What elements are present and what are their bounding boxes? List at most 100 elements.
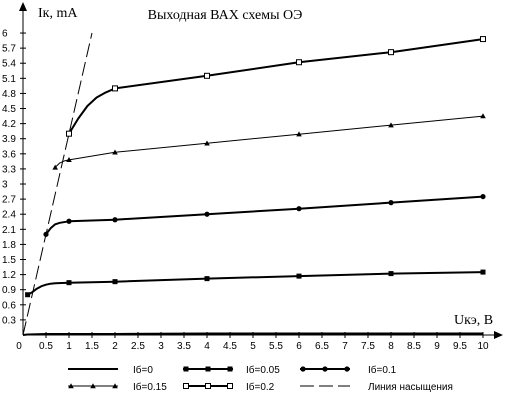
y-tick-label: 3.3 xyxy=(2,164,16,175)
data-point xyxy=(66,157,72,163)
legend-entry-5: Линия насыщения xyxy=(300,382,453,393)
legend-label: Iб=0 xyxy=(133,364,153,376)
data-point xyxy=(183,366,189,372)
y-tick-label: 0.9 xyxy=(2,285,16,296)
series-line xyxy=(22,332,483,336)
y-tick-label: 1.2 xyxy=(2,270,16,281)
legend-entry-2: Iб=0.1 xyxy=(300,364,397,376)
data-point xyxy=(300,366,306,372)
data-point xyxy=(296,206,302,212)
x-tick-label: 3 xyxy=(158,341,164,352)
y-tick-label: 2.4 xyxy=(2,210,16,221)
x-tick-label: 6 xyxy=(296,341,302,352)
x-tick-label: 5 xyxy=(250,341,256,352)
y-tick-label: 4.8 xyxy=(2,89,16,100)
data-point xyxy=(52,164,58,170)
x-tick-label: 0.5 xyxy=(39,341,53,352)
legend-label: Линия насыщения xyxy=(368,382,453,393)
x-tick-label: 5.5 xyxy=(269,341,283,352)
data-point xyxy=(183,383,189,389)
x-tick-label: 0 xyxy=(16,341,22,352)
series-5 xyxy=(22,32,93,336)
series-0 xyxy=(22,332,483,336)
y-tick-label: 6 xyxy=(2,29,8,40)
x-tick-label: 8.5 xyxy=(407,341,421,352)
legend-entry-1: Iб=0.05 xyxy=(183,364,280,376)
data-point xyxy=(112,383,118,389)
x-tick-label: 10 xyxy=(477,341,489,352)
chart-title: Выходная ВАХ схемы ОЭ xyxy=(148,8,303,23)
data-point xyxy=(205,366,211,372)
series-line xyxy=(22,32,93,336)
x-tick-label: 2 xyxy=(112,341,118,352)
y-tick-label: 5.7 xyxy=(2,44,16,55)
data-point xyxy=(480,36,486,43)
data-point xyxy=(112,217,118,223)
data-point xyxy=(227,383,233,389)
legend-entry-3: Iб=0.15 xyxy=(68,381,167,393)
y-ticks: 0.3 0.6 0.9 1.2 1.5 1.8 2.1 2.4 2.7 3 3.3 3.6 3.9 4.2… xyxy=(2,29,26,326)
x-axis-arrow xyxy=(494,331,503,339)
x-tick-label: 8 xyxy=(388,341,394,352)
data-point xyxy=(480,269,486,275)
data-point xyxy=(66,280,72,286)
data-point xyxy=(204,140,210,146)
series-layer xyxy=(22,32,486,336)
x-axis-title: Uкэ, В xyxy=(454,313,493,328)
y-tick-label: 4.5 xyxy=(2,104,16,115)
x-tick-label: 7.5 xyxy=(361,341,375,352)
legend-label: Iб=0.15 xyxy=(133,381,167,393)
data-point xyxy=(227,366,233,372)
x-tick-label: 2.5 xyxy=(131,341,145,352)
data-point xyxy=(296,131,302,137)
data-point xyxy=(68,383,74,389)
data-point xyxy=(205,383,211,389)
data-point xyxy=(90,383,96,389)
x-tick-label: 6.5 xyxy=(315,341,329,352)
data-point xyxy=(204,72,210,79)
y-tick-label: 0.3 xyxy=(2,315,16,326)
data-point xyxy=(344,366,350,372)
data-point xyxy=(388,49,394,56)
data-point xyxy=(25,292,31,298)
series-line xyxy=(68,38,484,135)
y-axis-title: Iк, mA xyxy=(38,6,78,21)
y-tick-label: 5.1 xyxy=(2,74,16,85)
legend-label: Iб=0.05 xyxy=(246,364,280,376)
legend-entry-0: Iб=0 xyxy=(68,364,153,376)
y-tick-label: 3 xyxy=(2,180,8,191)
x-tick-label: 4 xyxy=(204,341,210,352)
x-tick-label: 9.5 xyxy=(453,341,467,352)
y-tick-label: 2.7 xyxy=(2,195,16,206)
legend: Iб=0 Iб=0.05 Iб=0.1 Iб=0.15 Iб=0.2 Линия насы… xyxy=(68,364,453,393)
legend-label: Iб=0.1 xyxy=(368,364,397,376)
y-tick-label: 1.8 xyxy=(2,240,16,251)
y-tick-label: 4.2 xyxy=(2,119,16,130)
data-point xyxy=(112,149,118,155)
data-point xyxy=(388,200,394,206)
y-tick-label: 1.5 xyxy=(2,255,16,266)
data-point xyxy=(112,85,118,92)
legend-label: Iб=0.2 xyxy=(246,381,275,393)
data-point xyxy=(204,276,210,282)
x-tick-label: 1 xyxy=(66,341,72,352)
data-point xyxy=(388,122,394,128)
data-point xyxy=(296,273,302,279)
y-tick-label: 0.6 xyxy=(2,300,16,311)
x-tick-label: 1.5 xyxy=(85,341,99,352)
x-ticks: 0 0.5 1 1.5 2 2.5 3 3.5 4 4.5 5 5.5 6 6.5 7 7.5 8 8.5 9 9.5… xyxy=(16,332,489,352)
x-tick-label: 9 xyxy=(434,341,440,352)
x-tick-label: 4.5 xyxy=(223,341,237,352)
legend-entry-4: Iб=0.2 xyxy=(183,381,275,393)
series-line xyxy=(45,195,484,235)
series-1 xyxy=(25,269,486,298)
data-point xyxy=(204,211,210,217)
data-point xyxy=(112,279,118,285)
series-4 xyxy=(66,36,486,137)
data-point xyxy=(480,113,486,119)
y-tick-label: 2.1 xyxy=(2,225,16,236)
y-tick-label: 3.6 xyxy=(2,149,16,160)
series-2 xyxy=(43,193,486,237)
data-point xyxy=(296,59,302,66)
